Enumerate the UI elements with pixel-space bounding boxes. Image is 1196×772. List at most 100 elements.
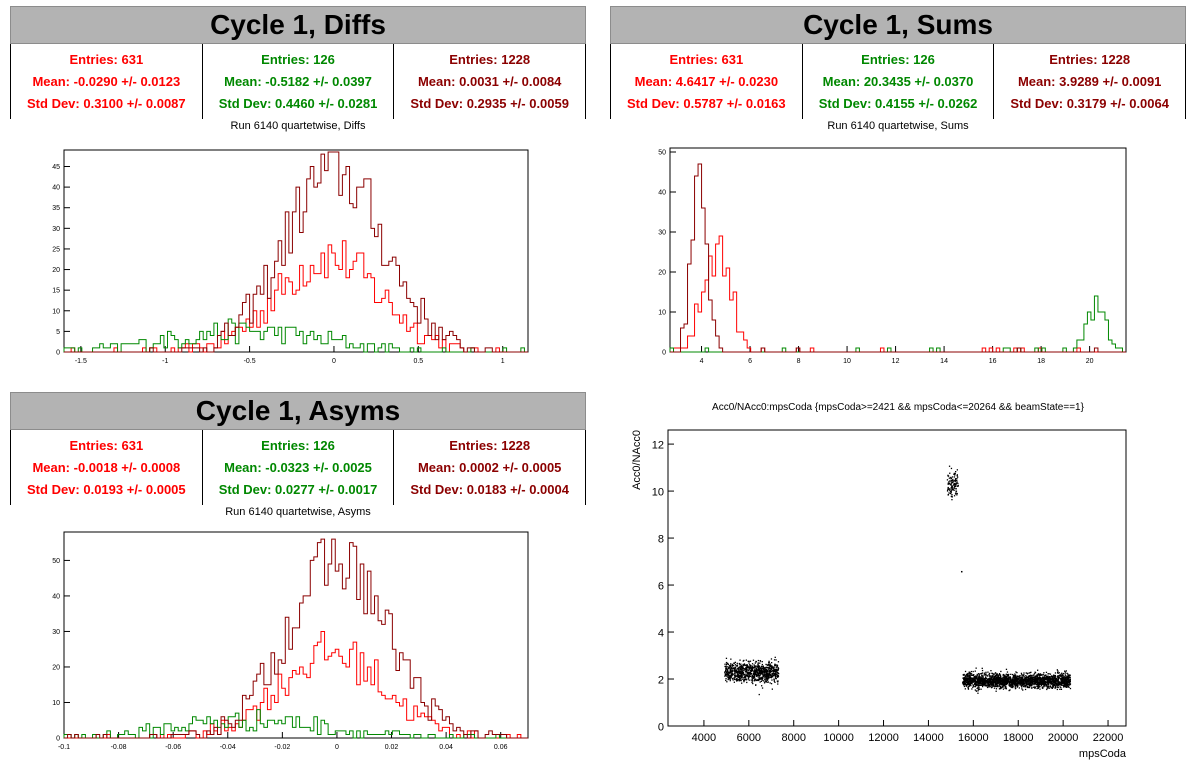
scatter-point (1062, 676, 1065, 678)
scatter-point (968, 685, 970, 688)
scatter-point (771, 665, 773, 667)
scatter-point (1042, 673, 1044, 676)
scatter-point (1039, 675, 1041, 677)
scatter-point (760, 678, 762, 680)
scatter-point (1014, 678, 1017, 680)
scatter-point (965, 684, 967, 686)
plot-frame (667, 429, 1127, 727)
scatter-point (980, 679, 982, 681)
scatter-point (760, 667, 762, 669)
scatter-point (777, 667, 779, 669)
scatter-point (992, 673, 994, 675)
scatter-point (771, 679, 773, 681)
std-label: Std Dev: 0.4155 +/- 0.0262 (818, 96, 978, 112)
scatter-point (969, 679, 971, 681)
x-tick-label: 18 (1037, 358, 1045, 365)
scatter-point (735, 675, 737, 677)
scatter-point (965, 681, 967, 683)
scatter-point (1066, 676, 1068, 678)
scatter-point (1023, 676, 1025, 678)
scatter-point (953, 473, 955, 475)
scatter-point (1041, 681, 1043, 683)
scatter-point (950, 484, 952, 486)
scatter-point (984, 678, 986, 681)
scatter-point (964, 680, 966, 683)
scatter-point (985, 673, 987, 675)
scatter-point (952, 488, 954, 490)
scatter-point (731, 667, 733, 669)
y-axis-label: Acc0/NAcc0 (631, 430, 643, 490)
scatter-point (1027, 675, 1029, 677)
scatter-point (746, 681, 748, 684)
scatter-point (742, 674, 744, 676)
scatter-point (1066, 681, 1068, 683)
scatter-point (767, 666, 769, 669)
scatter-point (956, 481, 958, 483)
scatter-point (1034, 686, 1036, 688)
scatter-point (1059, 686, 1061, 688)
scatter-point (963, 683, 966, 685)
scatter-point (745, 667, 747, 669)
scatter-point (757, 662, 759, 664)
scatter-point (1009, 679, 1011, 681)
scatter-point (738, 674, 740, 676)
scatter-point (1065, 684, 1068, 686)
scatter-point (1043, 678, 1045, 680)
scatter-point (993, 679, 995, 681)
scatter-point (731, 670, 733, 673)
scatter-point (768, 660, 770, 662)
scatter-point (980, 681, 982, 684)
scatter-point (1036, 675, 1039, 677)
scatter-point (753, 670, 756, 673)
scatter-point (1013, 681, 1016, 683)
scatter-point (993, 687, 996, 689)
scatter-point (1040, 674, 1042, 676)
scatter-point (737, 673, 739, 675)
scatter-point (972, 678, 974, 680)
scatter-point (1020, 684, 1022, 686)
y-tick-label: 20 (52, 267, 60, 274)
scatter-point (964, 688, 966, 690)
scatter-point (1067, 683, 1069, 686)
scatter-point (987, 681, 989, 683)
scatter-point (1001, 686, 1003, 688)
scatter-point (1043, 680, 1045, 682)
scatter-point (992, 680, 994, 682)
scatter-point (1055, 681, 1057, 683)
scatter-point (964, 674, 966, 676)
scatter-point (1056, 669, 1058, 671)
scatter-point (1023, 675, 1025, 677)
scatter-point (1017, 677, 1020, 680)
histogram-series-1 (670, 235, 1126, 353)
scatter-point (977, 680, 980, 682)
scatter-point (994, 677, 996, 679)
scatter-point (1060, 681, 1062, 683)
scatter-point (764, 669, 766, 671)
scatter-point (739, 678, 742, 680)
scatter-point (955, 483, 957, 485)
scatter-point (1064, 675, 1067, 677)
scatter-point (987, 671, 989, 673)
scatter-point (1016, 678, 1018, 680)
std-label: Std Dev: 0.3179 +/- 0.0064 (1010, 96, 1169, 112)
scatter-point (1004, 681, 1006, 683)
scatter-point (956, 475, 958, 477)
scatter-point (736, 674, 738, 676)
scatter-point (1036, 685, 1038, 688)
scatter-point (970, 679, 972, 681)
scatter-point (1031, 683, 1034, 685)
scatter-point (1032, 674, 1034, 676)
scatter-point (748, 660, 750, 663)
scatter-point (1014, 685, 1016, 687)
diffs-title: Cycle 1, Diffs (10, 6, 586, 44)
scatter-point (747, 675, 749, 677)
scatter-point (727, 666, 729, 668)
scatter-point (983, 674, 985, 676)
scatter-point (1069, 679, 1071, 681)
scatter-point (982, 676, 984, 678)
scatter-point (1044, 674, 1046, 676)
scatter-point (1050, 675, 1053, 677)
scatter-point (1016, 679, 1019, 681)
x-tick-label: 0 (332, 358, 336, 365)
scatter-point (764, 674, 766, 676)
